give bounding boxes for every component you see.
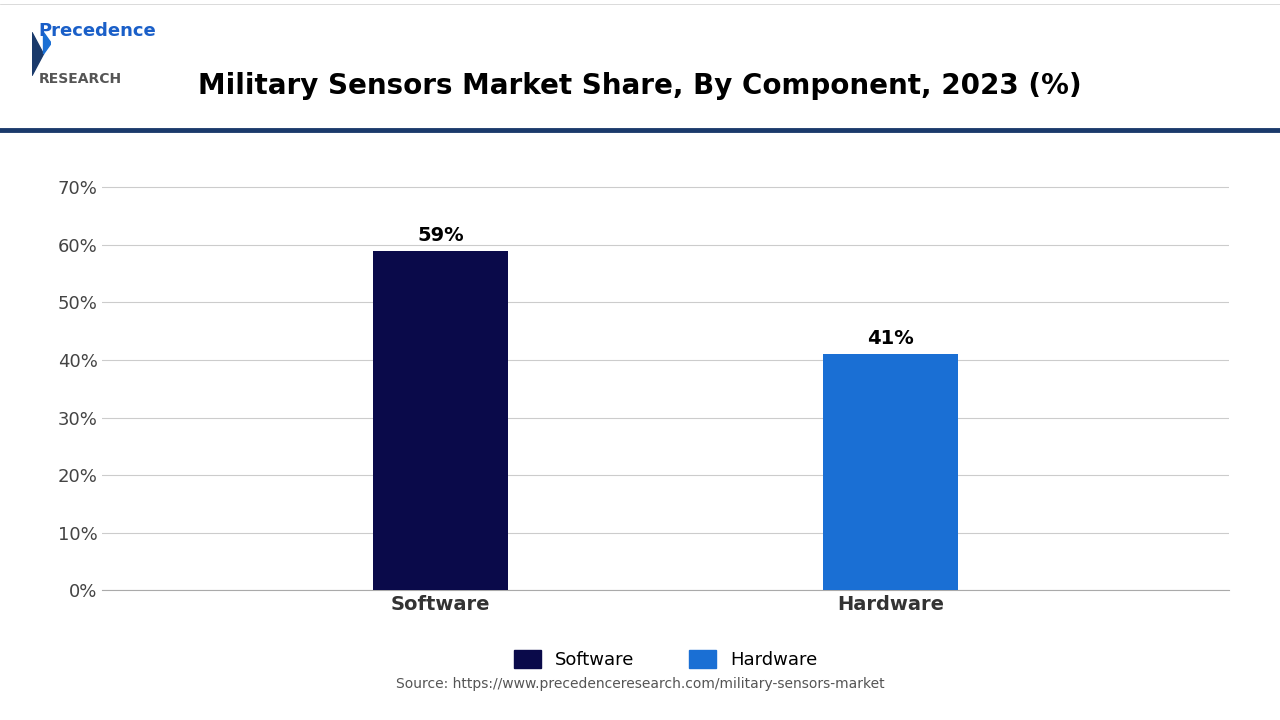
Polygon shape: [32, 32, 44, 76]
Text: 41%: 41%: [868, 330, 914, 348]
Text: RESEARCH: RESEARCH: [38, 72, 122, 86]
Legend: Software, Hardware: Software, Hardware: [507, 643, 824, 676]
Text: 59%: 59%: [417, 226, 463, 245]
Text: Source: https://www.precedenceresearch.com/military-sensors-market: Source: https://www.precedenceresearch.c…: [396, 678, 884, 691]
Polygon shape: [44, 32, 51, 54]
Text: Precedence: Precedence: [38, 22, 156, 40]
Text: Military Sensors Market Share, By Component, 2023 (%): Military Sensors Market Share, By Compon…: [198, 73, 1082, 100]
Bar: [823, 354, 959, 590]
Bar: [372, 251, 508, 590]
